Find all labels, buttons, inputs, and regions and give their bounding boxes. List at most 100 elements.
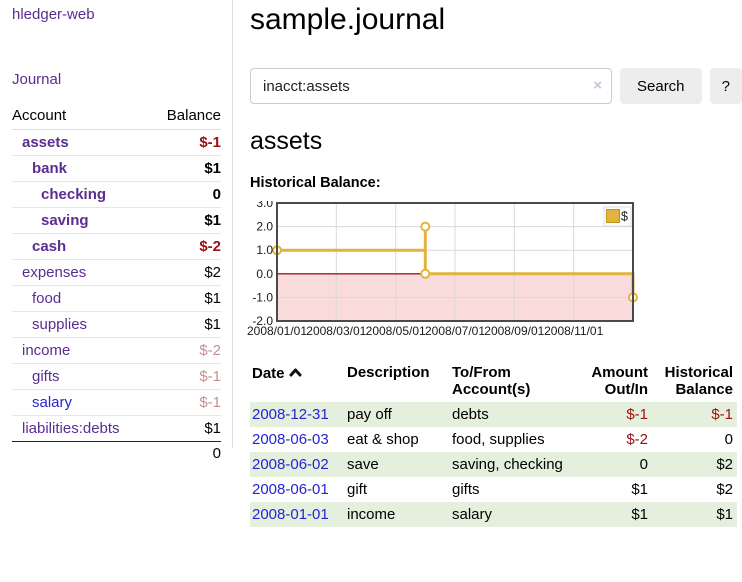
legend-label: $ xyxy=(621,210,628,224)
account-link-expenses[interactable]: expenses xyxy=(22,264,86,281)
transaction-amount: $-1 xyxy=(577,402,652,427)
account-link-saving[interactable]: saving xyxy=(41,212,89,229)
transaction-accounts: saving, checking xyxy=(450,452,577,477)
account-row: expenses $2 xyxy=(12,260,221,286)
tofrom-column-header: To/From Account(s) xyxy=(450,362,577,402)
date-column-header[interactable]: Date xyxy=(250,362,345,402)
transaction-date-link[interactable]: 2008-06-03 xyxy=(252,431,329,448)
transaction-description: pay off xyxy=(345,402,450,427)
help-button[interactable]: ? xyxy=(710,68,742,104)
account-row: assets $-1 xyxy=(12,130,221,156)
account-row: checking 0 xyxy=(12,182,221,208)
transaction-date-link[interactable]: 2008-06-02 xyxy=(252,456,329,473)
svg-text:0.0: 0.0 xyxy=(256,267,273,281)
account-row: supplies $1 xyxy=(12,312,221,338)
search-form: × Search ? xyxy=(250,68,742,104)
historical-balance-chart: $ 3.0 2.0 1.0 0.0 -1.0 -2.0 2008/01/01 2… xyxy=(247,201,667,341)
account-link-food[interactable]: food xyxy=(32,290,61,307)
account-row: food $1 xyxy=(12,286,221,312)
transaction-amount: $1 xyxy=(577,502,652,527)
account-row: saving $1 xyxy=(12,208,221,234)
amount-column-header: Amount Out/In xyxy=(577,362,652,402)
account-link-bank[interactable]: bank xyxy=(32,160,67,177)
legend-swatch xyxy=(607,210,620,223)
account-row: bank $1 xyxy=(12,156,221,182)
balance-column-header: Historical Balance xyxy=(652,362,737,402)
transaction-balance: $-1 xyxy=(652,402,737,427)
search-button[interactable]: Search xyxy=(620,68,702,104)
chart-title: Historical Balance: xyxy=(250,175,742,191)
transaction-row: 2008-06-02 save saving, checking 0 $2 xyxy=(250,452,737,477)
svg-text:2008/09/01: 2008/09/01 xyxy=(484,324,544,338)
account-link-salary[interactable]: salary xyxy=(32,394,72,411)
main-content: sample.journal × Search ? assets Histori… xyxy=(233,0,742,582)
account-row: cash $-2 xyxy=(12,234,221,260)
transaction-description: income xyxy=(345,502,450,527)
transaction-accounts: gifts xyxy=(450,477,577,502)
transaction-amount: 0 xyxy=(577,452,652,477)
account-link-income[interactable]: income xyxy=(22,342,70,359)
transaction-date-link[interactable]: 2008-01-01 xyxy=(252,506,329,523)
account-balance: $1 xyxy=(151,208,221,234)
account-row: income $-2 xyxy=(12,338,221,364)
account-balance: $2 xyxy=(151,260,221,286)
search-input[interactable] xyxy=(250,68,612,104)
description-column-header: Description xyxy=(345,362,450,402)
account-link-cash[interactable]: cash xyxy=(32,238,66,255)
account-balance: $-1 xyxy=(151,364,221,390)
svg-text:2008/01/01: 2008/01/01 xyxy=(247,324,307,338)
account-row: liabilities:debts $1 xyxy=(12,416,221,442)
account-balance: $1 xyxy=(151,312,221,338)
transaction-balance: $2 xyxy=(652,477,737,502)
transaction-accounts: debts xyxy=(450,402,577,427)
svg-text:2.0: 2.0 xyxy=(256,220,273,234)
account-link-assets[interactable]: assets xyxy=(22,134,69,151)
sidebar-item-journal[interactable]: Journal xyxy=(12,71,221,88)
transaction-description: gift xyxy=(345,477,450,502)
account-balance: $-1 xyxy=(151,130,221,156)
svg-text:2008/05/01: 2008/05/01 xyxy=(366,324,426,338)
account-total-row: 0 xyxy=(12,442,221,467)
account-link-liabilities-debts[interactable]: liabilities:debts xyxy=(22,420,120,437)
account-balance: $-2 xyxy=(151,338,221,364)
account-balance: 0 xyxy=(151,182,221,208)
transaction-amount: $1 xyxy=(577,477,652,502)
transaction-balance: $1 xyxy=(652,502,737,527)
page-title: sample.journal xyxy=(250,3,742,37)
account-link-checking[interactable]: checking xyxy=(41,186,106,203)
chart-legend: $ xyxy=(604,207,631,226)
account-link-supplies[interactable]: supplies xyxy=(32,316,87,333)
account-column-header: Account xyxy=(12,103,151,130)
balance-column-header: Balance xyxy=(151,103,221,130)
svg-text:2008/07/01: 2008/07/01 xyxy=(425,324,485,338)
transaction-row: 2008-12-31 pay off debts $-1 $-1 xyxy=(250,402,737,427)
account-balance: $1 xyxy=(151,156,221,182)
svg-text:2008/11/01: 2008/11/01 xyxy=(544,324,603,338)
transaction-balance: 0 xyxy=(652,427,737,452)
transaction-description: eat & shop xyxy=(345,427,450,452)
account-tree-header: Account Balance xyxy=(12,103,221,130)
register-table: Date Description To/From Account(s) Amou… xyxy=(250,362,737,527)
transaction-row: 2008-06-03 eat & shop food, supplies $-2… xyxy=(250,427,737,452)
account-row: salary $-1 xyxy=(12,390,221,416)
clear-search-icon[interactable]: × xyxy=(593,77,602,95)
svg-text:2008/03/01: 2008/03/01 xyxy=(306,324,366,338)
account-page-title: assets xyxy=(250,127,742,156)
svg-text:3.0: 3.0 xyxy=(256,201,273,210)
account-link-gifts[interactable]: gifts xyxy=(32,368,60,385)
brand-link[interactable]: hledger-web xyxy=(12,6,95,23)
account-row: gifts $-1 xyxy=(12,364,221,390)
svg-text:1.0: 1.0 xyxy=(256,243,273,257)
transaction-date-link[interactable]: 2008-12-31 xyxy=(252,406,329,423)
y-axis-labels: 3.0 2.0 1.0 0.0 -1.0 -2.0 xyxy=(252,201,273,328)
transaction-accounts: food, supplies xyxy=(450,427,577,452)
x-axis-labels: 2008/01/01 2008/03/01 2008/05/01 2008/07… xyxy=(247,324,604,338)
transaction-date-link[interactable]: 2008-06-01 xyxy=(252,481,329,498)
account-balance: $1 xyxy=(151,416,221,442)
account-balance: $1 xyxy=(151,286,221,312)
transaction-description: save xyxy=(345,452,450,477)
transaction-amount: $-2 xyxy=(577,427,652,452)
transaction-balance: $2 xyxy=(652,452,737,477)
total-balance: 0 xyxy=(151,442,221,467)
register-header-row: Date Description To/From Account(s) Amou… xyxy=(250,362,737,402)
